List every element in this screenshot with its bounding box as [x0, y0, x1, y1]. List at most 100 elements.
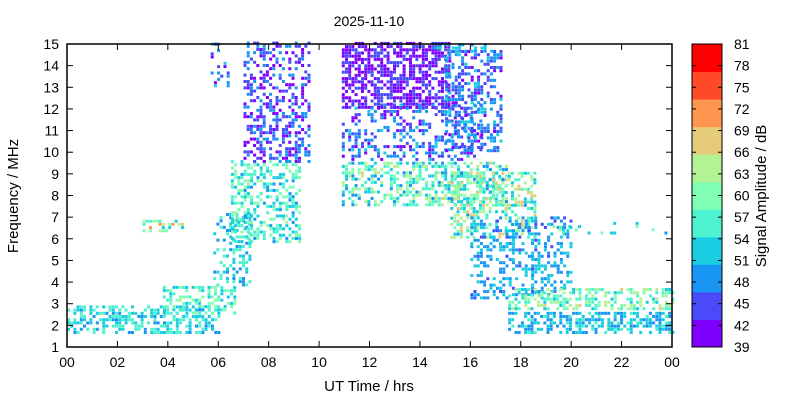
- data-point: [475, 226, 479, 230]
- data-point: [237, 240, 241, 244]
- data-point: [377, 148, 380, 152]
- data-point: [517, 171, 521, 175]
- data-point: [492, 293, 496, 297]
- data-point: [447, 64, 451, 68]
- data-point: [493, 69, 497, 73]
- data-point: [162, 285, 166, 289]
- data-point: [168, 226, 172, 230]
- data-point: [222, 254, 226, 258]
- data-point: [272, 54, 276, 58]
- data-point: [230, 195, 234, 199]
- data-point: [386, 54, 390, 58]
- data-point: [285, 153, 289, 157]
- data-point: [661, 324, 665, 328]
- data-point: [479, 254, 483, 258]
- data-point: [524, 270, 528, 274]
- data-point: [285, 44, 289, 48]
- data-point: [405, 187, 409, 191]
- data-point: [469, 161, 473, 165]
- data-point: [473, 104, 477, 108]
- data-point: [483, 82, 487, 85]
- data-point: [389, 113, 393, 117]
- data-point: [613, 324, 617, 328]
- data-point: [361, 89, 364, 93]
- data-point: [457, 129, 460, 133]
- data-point: [578, 304, 582, 307]
- data-point: [655, 291, 659, 295]
- data-point: [566, 229, 570, 233]
- data-point: [466, 164, 470, 168]
- data-point: [393, 105, 396, 109]
- data-point: [483, 114, 487, 117]
- data-point: [298, 240, 302, 244]
- data-point: [159, 305, 163, 309]
- data-point: [441, 86, 444, 90]
- data-point: [563, 251, 567, 255]
- data-point: [291, 198, 295, 202]
- data-point: [250, 172, 254, 176]
- data-point: [361, 70, 364, 74]
- data-point: [246, 44, 250, 48]
- data-point: [441, 102, 444, 106]
- data-point: [651, 228, 655, 232]
- data-point: [588, 311, 592, 315]
- data-point: [476, 238, 480, 242]
- data-point: [432, 46, 436, 50]
- data-point: [367, 89, 371, 93]
- data-point: [434, 70, 438, 74]
- data-point: [250, 195, 254, 199]
- data-point: [393, 164, 396, 168]
- data-point: [348, 174, 352, 178]
- data-point: [658, 307, 662, 311]
- data-point: [648, 311, 652, 315]
- data-point: [92, 315, 96, 318]
- data-point: [262, 48, 266, 51]
- data-point: [354, 57, 358, 61]
- data-point: [233, 295, 237, 299]
- data-point: [492, 235, 496, 239]
- data-point: [518, 226, 522, 229]
- data-point: [642, 318, 646, 322]
- data-point: [642, 324, 646, 328]
- data-point: [373, 48, 377, 52]
- data-point: [533, 194, 537, 198]
- data-point: [431, 64, 435, 68]
- y-tick-label: 15: [43, 36, 59, 52]
- data-point: [288, 105, 292, 109]
- data-point: [111, 315, 115, 318]
- data-point: [534, 226, 538, 229]
- data-point: [246, 230, 250, 234]
- data-point: [278, 214, 282, 218]
- data-point: [530, 184, 534, 188]
- colorbar-tick-label: 51: [734, 252, 750, 268]
- data-point: [447, 180, 451, 184]
- data-point: [636, 300, 640, 304]
- data-point: [201, 318, 205, 322]
- data-point: [229, 213, 233, 216]
- data-point: [495, 238, 499, 242]
- data-point: [399, 80, 403, 84]
- data-point: [639, 321, 643, 325]
- data-point: [470, 133, 474, 137]
- data-point: [421, 103, 425, 107]
- data-point: [421, 89, 425, 93]
- data-point: [294, 112, 298, 115]
- data-point: [473, 85, 477, 89]
- data-point: [412, 168, 416, 172]
- data-point: [243, 140, 247, 144]
- data-point: [357, 119, 361, 123]
- data-point: [568, 297, 572, 301]
- data-point: [367, 67, 371, 71]
- data-point: [373, 54, 377, 58]
- data-point: [428, 196, 432, 200]
- data-point: [470, 98, 474, 101]
- data-point: [250, 240, 254, 244]
- data-point: [348, 61, 352, 65]
- data-point: [226, 254, 229, 258]
- data-point: [431, 187, 435, 191]
- data-point: [351, 161, 355, 165]
- data-point: [454, 123, 458, 127]
- data-point: [217, 71, 221, 75]
- data-point: [437, 80, 441, 84]
- data-point: [531, 270, 535, 274]
